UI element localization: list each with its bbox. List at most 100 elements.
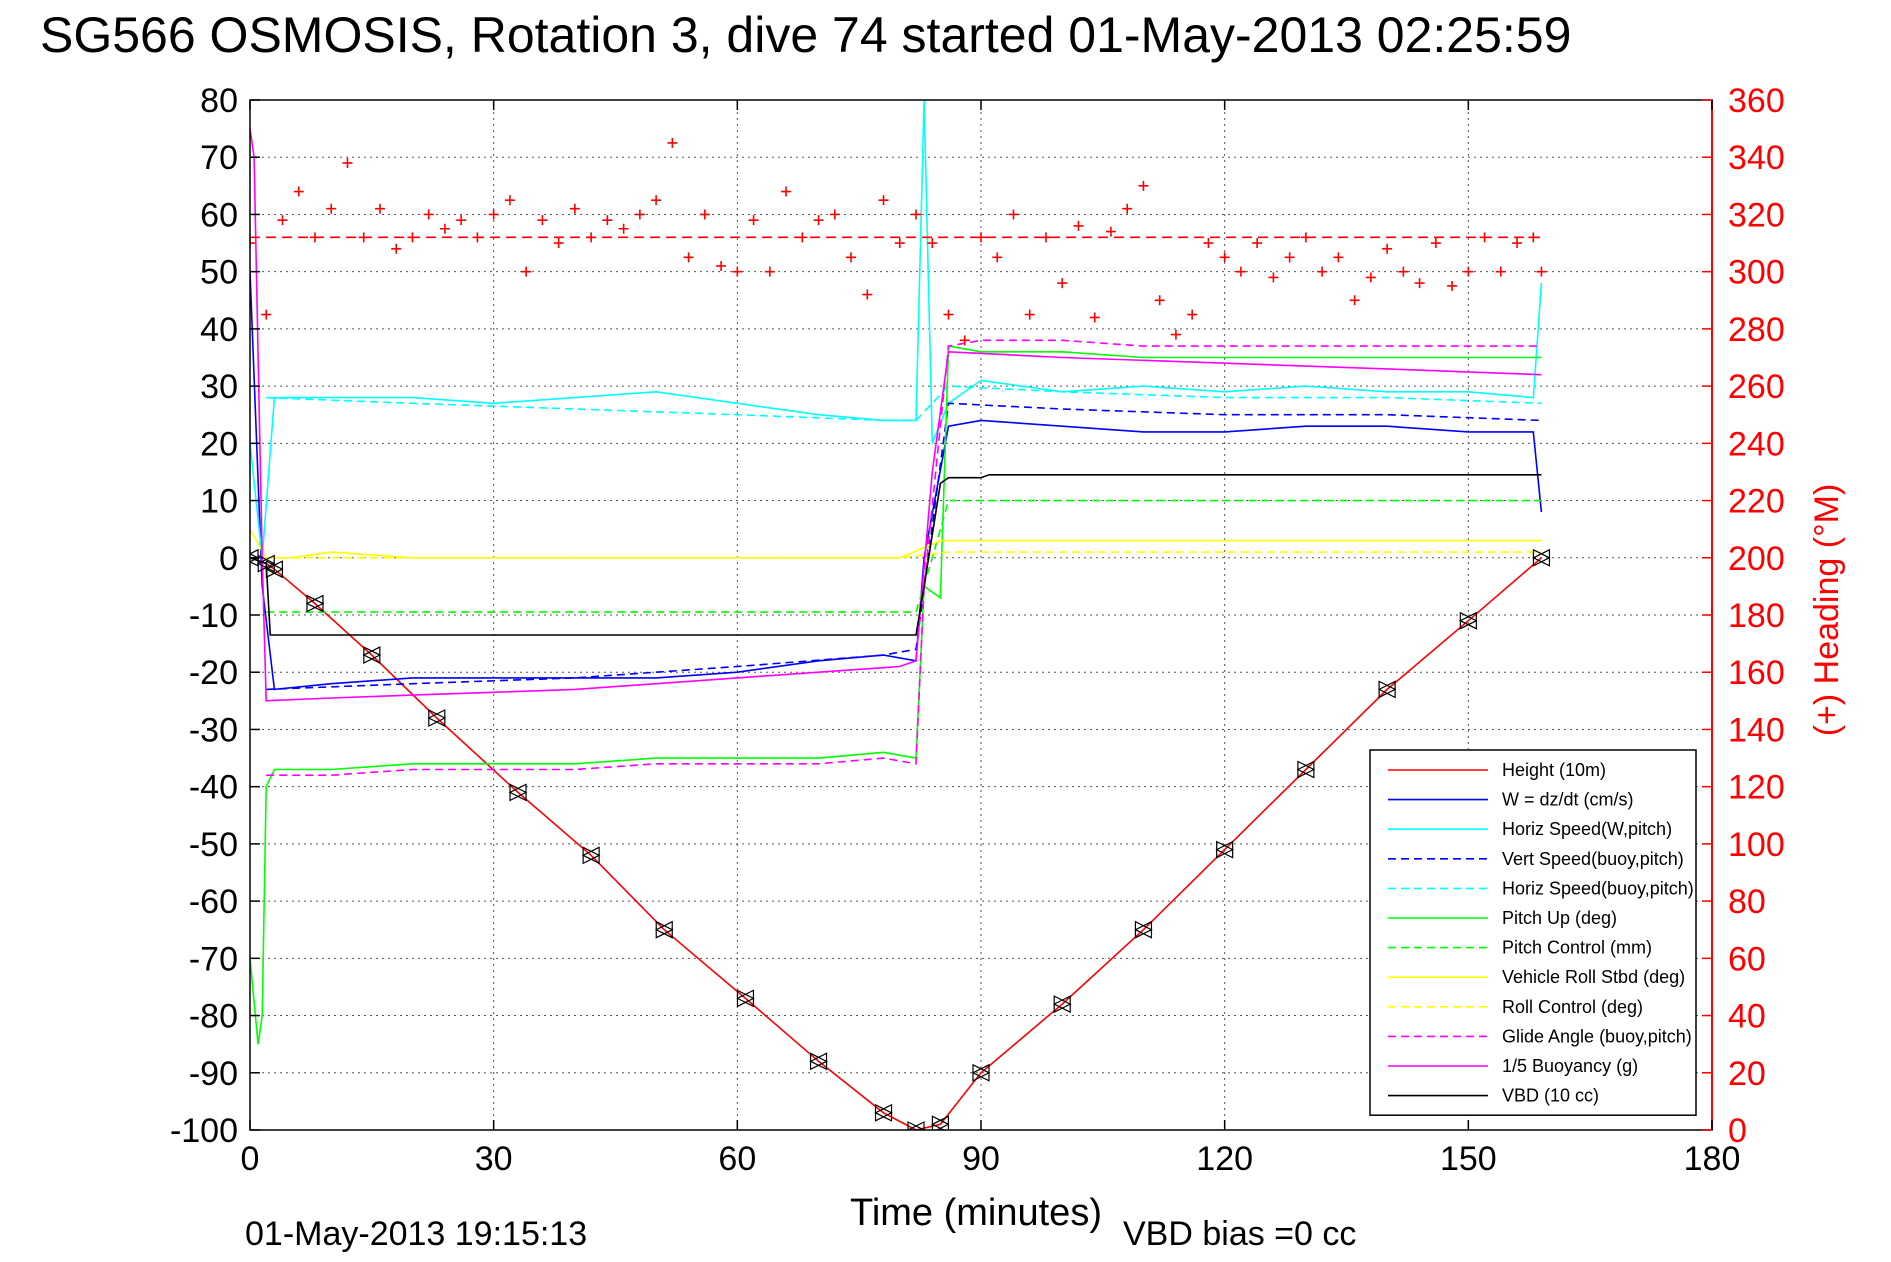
height-marker: [1458, 611, 1478, 630]
y-tick-label: -70: [189, 940, 238, 978]
height-marker: [736, 989, 755, 1008]
heading-point: [1430, 238, 1441, 249]
height-marker: [1296, 760, 1316, 779]
legend-label: Roll Control (deg): [1502, 997, 1643, 1017]
y-right-tick-label: 280: [1728, 311, 1785, 349]
heading-point: [1447, 280, 1458, 291]
height-marker: [931, 1115, 950, 1130]
heading-point: [1057, 278, 1068, 289]
x-tick-label: 120: [1196, 1140, 1253, 1178]
height-marker: [265, 560, 284, 579]
heading-point: [1495, 266, 1506, 277]
heading-point: [1512, 238, 1523, 249]
heading-point: [1203, 238, 1214, 249]
height-marker: [1532, 548, 1551, 567]
heading-point: [1333, 252, 1344, 263]
height-marker: [427, 709, 447, 727]
height-marker: [654, 920, 674, 939]
y-right-tick-label: 60: [1728, 940, 1766, 978]
series-line-11: [250, 473, 1542, 636]
heading-point: [862, 289, 873, 300]
heading-point: [894, 238, 905, 249]
heading-point: [407, 232, 418, 243]
y-right-tick-label: 220: [1728, 483, 1785, 521]
heading-point: [651, 195, 662, 206]
heading-point: [943, 309, 954, 320]
heading-point: [342, 157, 353, 168]
legend-label: Horiz Speed(buoy,pitch): [1502, 878, 1694, 898]
legend-label: Horiz Speed(W,pitch): [1502, 819, 1672, 839]
y-right-tick-label: 40: [1728, 998, 1766, 1036]
heading-point: [358, 232, 369, 243]
height-marker: [1052, 995, 1072, 1014]
heading-point: [1479, 232, 1490, 243]
series-line-3: [266, 402, 1542, 691]
y-right-tick-label: 340: [1728, 139, 1785, 177]
heading-point: [1073, 220, 1084, 231]
heading-point: [959, 335, 970, 346]
heading-point: [1463, 266, 1474, 277]
heading-point: [504, 195, 515, 206]
y-right-tick-label: 180: [1728, 597, 1785, 635]
heading-point: [927, 238, 938, 249]
y-tick-label: 60: [200, 196, 238, 234]
series-line-7: [250, 528, 1542, 559]
heading-point: [250, 238, 255, 249]
heading-point: [992, 252, 1003, 263]
heading-point: [1089, 312, 1100, 323]
y-right-tick-label: 140: [1728, 711, 1785, 749]
heading-series: [250, 137, 1547, 346]
height-marker: [906, 1121, 926, 1130]
heading-point: [326, 203, 337, 214]
heading-point: [439, 223, 450, 234]
x-tick-label: 180: [1684, 1140, 1741, 1178]
heading-point: [488, 209, 499, 220]
x-tick-label: 0: [241, 1140, 260, 1178]
heading-point: [634, 209, 645, 220]
legend-label: Glide Angle (buoy,pitch): [1502, 1026, 1692, 1046]
heading-point: [1105, 226, 1116, 237]
y-right-tick-label: 240: [1728, 425, 1785, 463]
y-tick-label: 70: [200, 139, 238, 177]
y-right-tick-label: 360: [1728, 82, 1785, 120]
y-tick-label: -30: [189, 711, 238, 749]
right-y-axis-label: (+) Heading (°M): [1808, 484, 1846, 737]
heading-point: [1170, 329, 1181, 340]
heading-point: [374, 203, 385, 214]
heading-point: [1040, 232, 1051, 243]
heading-point: [1235, 266, 1246, 277]
y-right-tick-label: 320: [1728, 196, 1785, 234]
series-line-5: [250, 345, 1542, 1045]
heading-point: [277, 215, 288, 226]
y-tick-label: 10: [200, 483, 238, 521]
height-marker: [1215, 840, 1235, 859]
series-line-4: [266, 385, 1542, 422]
series-layer: [250, 100, 1551, 1130]
y-right-tick-label: 80: [1728, 883, 1766, 921]
y-tick-label: -80: [189, 998, 238, 1036]
legend-label: Pitch Up (deg): [1502, 908, 1617, 928]
y-right-tick-label: 260: [1728, 368, 1785, 406]
heading-point: [1365, 272, 1376, 283]
height-marker: [1377, 680, 1397, 699]
height-marker: [809, 1052, 828, 1071]
y-tick-label: 30: [200, 368, 238, 406]
heading-point: [797, 232, 808, 243]
heading-point: [618, 223, 629, 234]
heading-point: [1024, 309, 1035, 320]
heading-point: [1268, 272, 1279, 283]
heading-point: [976, 232, 986, 243]
y-right-tick-label: 160: [1728, 654, 1785, 692]
heading-point: [537, 215, 548, 226]
heading-point: [1382, 243, 1393, 254]
heading-point: [553, 238, 564, 249]
height-marker: [305, 594, 325, 613]
legend: Height (10m) W = dz/dt (cm/s) Horiz Speed(…: [1369, 749, 1697, 1116]
legend-label: W = dz/dt (cm/s): [1502, 790, 1634, 810]
heading-point: [748, 215, 759, 226]
heading-point: [1219, 252, 1230, 263]
heading-point: [1154, 295, 1165, 306]
series-line-2: [250, 100, 1543, 558]
heading-point: [391, 243, 402, 254]
